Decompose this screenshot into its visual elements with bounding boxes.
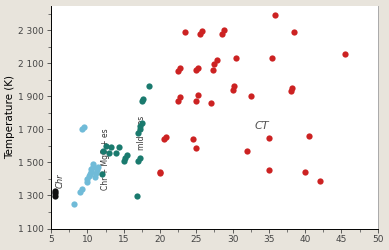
Text: Chr + MgO + es: Chr + MgO + es [101,128,110,190]
Text: Chr: Chr [56,173,65,188]
Text: mld + es: mld + es [137,116,146,150]
Text: CT: CT [254,121,269,131]
Y-axis label: Temperature (K): Temperature (K) [5,75,16,159]
